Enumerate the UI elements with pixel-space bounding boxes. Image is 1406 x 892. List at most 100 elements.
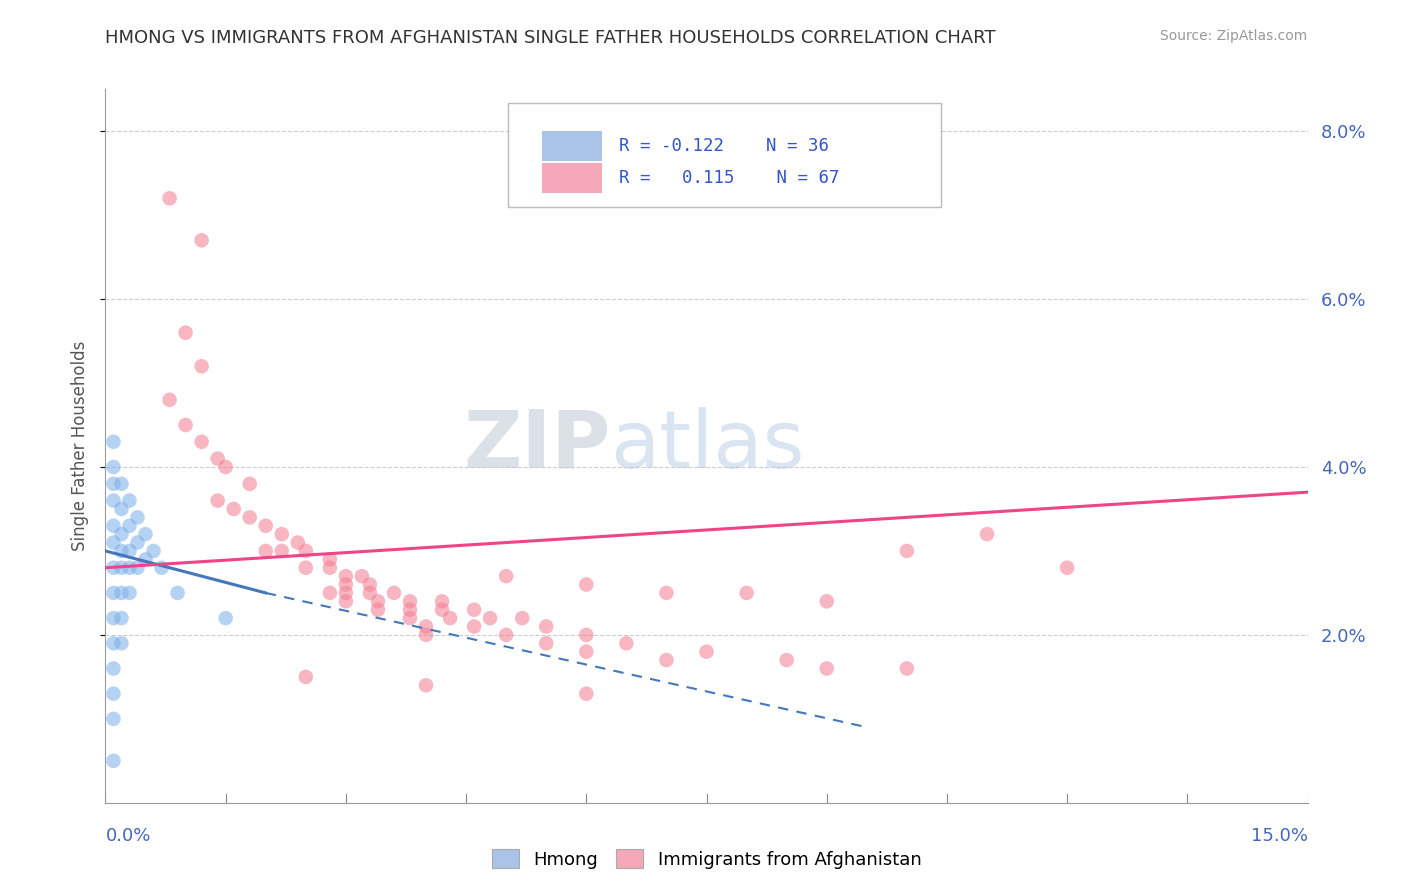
Point <box>254 518 277 533</box>
Point <box>190 359 212 374</box>
Point <box>430 594 453 608</box>
Point <box>190 233 212 247</box>
Point <box>463 619 485 633</box>
Point <box>118 586 141 600</box>
Text: Source: ZipAtlas.com: Source: ZipAtlas.com <box>1160 29 1308 44</box>
Point <box>159 191 181 205</box>
Point <box>214 460 236 475</box>
Point <box>110 544 132 558</box>
Point <box>174 326 197 340</box>
Point <box>190 434 212 449</box>
Point <box>463 603 485 617</box>
Point <box>399 603 422 617</box>
Point <box>295 560 318 574</box>
Legend: Hmong, Immigrants from Afghanistan: Hmong, Immigrants from Afghanistan <box>485 842 928 876</box>
Point <box>110 560 132 574</box>
Point <box>382 586 405 600</box>
Point <box>142 544 165 558</box>
Point <box>127 535 149 549</box>
Point <box>479 611 502 625</box>
Point <box>534 619 557 633</box>
Point <box>166 586 188 600</box>
Point <box>399 594 422 608</box>
Point <box>103 687 125 701</box>
Point <box>295 544 318 558</box>
Point <box>110 476 132 491</box>
Point <box>110 611 132 625</box>
Text: R = -0.122    N = 36: R = -0.122 N = 36 <box>619 136 828 154</box>
Point <box>207 451 229 466</box>
Point <box>415 628 437 642</box>
Point <box>575 577 598 591</box>
Point <box>367 594 389 608</box>
Text: HMONG VS IMMIGRANTS FROM AFGHANISTAN SINGLE FATHER HOUSEHOLDS CORRELATION CHART: HMONG VS IMMIGRANTS FROM AFGHANISTAN SIN… <box>105 29 995 47</box>
Point <box>359 577 381 591</box>
Point <box>319 560 342 574</box>
Point <box>575 687 598 701</box>
Point <box>159 392 181 407</box>
Y-axis label: Single Father Households: Single Father Households <box>72 341 90 551</box>
Point <box>207 493 229 508</box>
Point <box>495 569 517 583</box>
FancyBboxPatch shape <box>508 103 941 207</box>
Point <box>1056 560 1078 574</box>
Point <box>655 586 678 600</box>
Point <box>118 518 141 533</box>
Point <box>776 653 799 667</box>
Text: ZIP: ZIP <box>463 407 610 485</box>
Point <box>103 611 125 625</box>
Point <box>118 560 141 574</box>
Point <box>815 594 838 608</box>
Point <box>350 569 373 583</box>
FancyBboxPatch shape <box>541 162 602 193</box>
Point <box>110 527 132 541</box>
FancyBboxPatch shape <box>541 130 602 161</box>
Point <box>110 636 132 650</box>
Point <box>616 636 638 650</box>
Point <box>135 527 157 541</box>
Point <box>896 661 918 675</box>
Point <box>696 645 718 659</box>
Point <box>110 586 132 600</box>
Point <box>287 535 309 549</box>
Point <box>575 628 598 642</box>
Point <box>103 560 125 574</box>
Point <box>103 460 125 475</box>
Point <box>103 535 125 549</box>
Point <box>103 493 125 508</box>
Point <box>103 476 125 491</box>
Point <box>103 434 125 449</box>
Point <box>399 611 422 625</box>
Point <box>319 586 342 600</box>
Point <box>127 560 149 574</box>
Point <box>222 502 245 516</box>
Point <box>335 577 357 591</box>
Point <box>103 754 125 768</box>
Point <box>239 476 262 491</box>
Text: 15.0%: 15.0% <box>1250 827 1308 845</box>
Point <box>118 544 141 558</box>
Point <box>103 586 125 600</box>
Text: R =   0.115    N = 67: R = 0.115 N = 67 <box>619 169 839 186</box>
Point <box>415 678 437 692</box>
Point <box>335 586 357 600</box>
Point <box>575 645 598 659</box>
Point <box>103 636 125 650</box>
Point <box>815 661 838 675</box>
Point <box>295 670 318 684</box>
Point <box>439 611 461 625</box>
Point <box>415 619 437 633</box>
Point <box>135 552 157 566</box>
Point <box>495 628 517 642</box>
Point <box>896 544 918 558</box>
Text: 0.0%: 0.0% <box>105 827 150 845</box>
Point <box>270 527 292 541</box>
Point <box>150 560 173 574</box>
Point <box>335 569 357 583</box>
Point <box>174 417 197 432</box>
Point <box>655 653 678 667</box>
Point <box>735 586 758 600</box>
Point <box>254 544 277 558</box>
Point <box>110 502 132 516</box>
Point <box>319 552 342 566</box>
